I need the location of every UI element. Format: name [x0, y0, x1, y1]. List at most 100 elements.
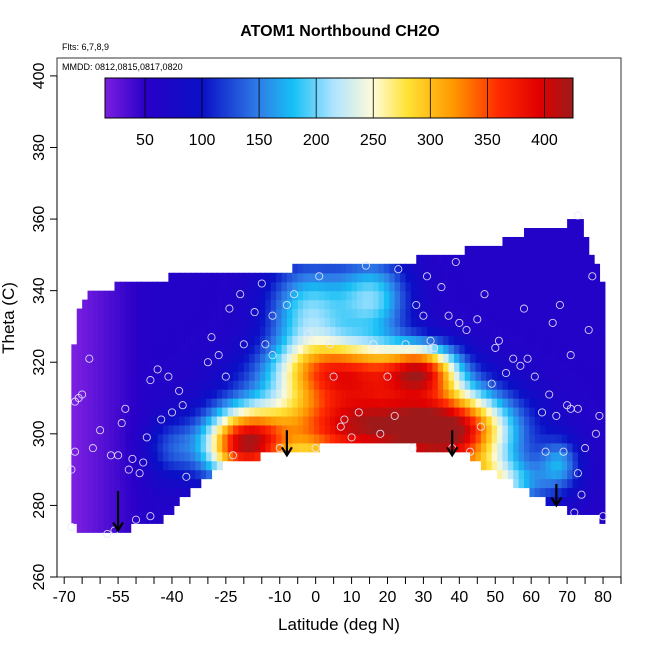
heat-cell [281, 442, 288, 453]
heat-cell [189, 308, 196, 319]
heat-cell [211, 424, 218, 435]
heat-cell [184, 478, 191, 489]
heat-cell [297, 389, 304, 399]
heat-cell [92, 433, 99, 444]
heat-cell [556, 406, 563, 417]
heat-cell [330, 398, 337, 408]
heat-cell [152, 496, 159, 507]
observation-point [268, 311, 277, 320]
heat-cell [109, 496, 116, 507]
heat-cell [497, 460, 504, 471]
heat-cell [394, 424, 401, 435]
heat-cell [572, 478, 579, 489]
heat-cell [125, 496, 132, 507]
heat-cell [281, 335, 288, 345]
heat-cell [162, 460, 169, 471]
heat-cell [109, 460, 116, 471]
heat-cell [524, 433, 530, 444]
heat-cell [545, 487, 552, 498]
heat-cell [173, 326, 180, 336]
observation-point [88, 444, 97, 453]
heat-cell [238, 398, 245, 408]
observation-point [523, 354, 532, 363]
heat-cell [179, 272, 186, 283]
heat-cell [502, 406, 509, 417]
heat-cell [297, 380, 304, 390]
heat-cell [335, 272, 342, 283]
heat-cell [367, 406, 374, 417]
heat-cell [168, 451, 175, 462]
heat-cell [572, 290, 579, 301]
heat-cell [572, 442, 579, 453]
heat-cell [545, 398, 552, 408]
heat-cell [109, 335, 116, 345]
heat-cell [534, 263, 541, 274]
heat-cell [491, 263, 498, 274]
heat-cell [98, 415, 105, 426]
heat-cell [98, 353, 105, 363]
heat-cell [491, 424, 498, 435]
heat-cell [518, 389, 525, 399]
heat-cell [98, 505, 105, 515]
heat-cell [534, 308, 541, 319]
heat-cell [567, 362, 574, 372]
heat-cell [173, 308, 180, 319]
heat-cell [351, 353, 358, 363]
heat-cell [136, 478, 143, 489]
heat-cell [400, 308, 407, 319]
heat-cell [400, 272, 407, 283]
observation-point [128, 454, 137, 463]
heat-cell [152, 335, 159, 345]
heat-cell [599, 362, 606, 372]
heat-cell [572, 263, 579, 274]
heat-cell [141, 290, 148, 301]
heat-cell [464, 389, 471, 399]
heat-cell [286, 371, 293, 381]
heat-cell [92, 406, 99, 417]
heat-cell [448, 335, 455, 345]
heat-cell [470, 389, 477, 399]
heat-cell [475, 406, 482, 417]
heat-cell [561, 451, 568, 462]
heat-cell [114, 362, 121, 372]
heat-cell [276, 353, 283, 363]
heat-cell [98, 362, 105, 372]
heat-cell [286, 424, 293, 435]
heat-cell [556, 362, 563, 372]
heat-cell [373, 371, 380, 381]
heat-cell [410, 344, 417, 354]
heat-cell [292, 424, 299, 435]
heat-cell [459, 353, 466, 363]
heat-cell [195, 398, 202, 408]
heat-cell [335, 299, 342, 310]
heat-cell [550, 451, 557, 462]
heat-cell [168, 335, 175, 345]
heat-cell [443, 335, 450, 345]
heat-cell [157, 451, 164, 462]
heat-cell [416, 299, 423, 310]
heat-cell [529, 442, 536, 453]
heat-cell [502, 451, 509, 462]
heat-cell [184, 362, 191, 372]
heat-cell [303, 362, 310, 372]
heat-cell [157, 496, 164, 507]
heat-cell [356, 353, 363, 363]
heat-cell [125, 398, 132, 408]
heat-cell [87, 335, 94, 345]
heat-cell [599, 415, 606, 426]
heat-cell [421, 290, 428, 301]
heat-cell [87, 380, 94, 390]
heat-cell [162, 406, 169, 417]
heat-cell [356, 398, 363, 408]
heat-cell [249, 272, 256, 283]
observation-point [552, 411, 561, 420]
heat-cell [184, 299, 191, 310]
heat-cell [136, 469, 143, 480]
heat-cell [238, 290, 245, 301]
heat-cell [308, 424, 315, 435]
heat-cell [583, 263, 590, 274]
heat-cell [308, 380, 315, 390]
colorbar-border [104, 77, 574, 119]
heat-cell [529, 433, 536, 444]
